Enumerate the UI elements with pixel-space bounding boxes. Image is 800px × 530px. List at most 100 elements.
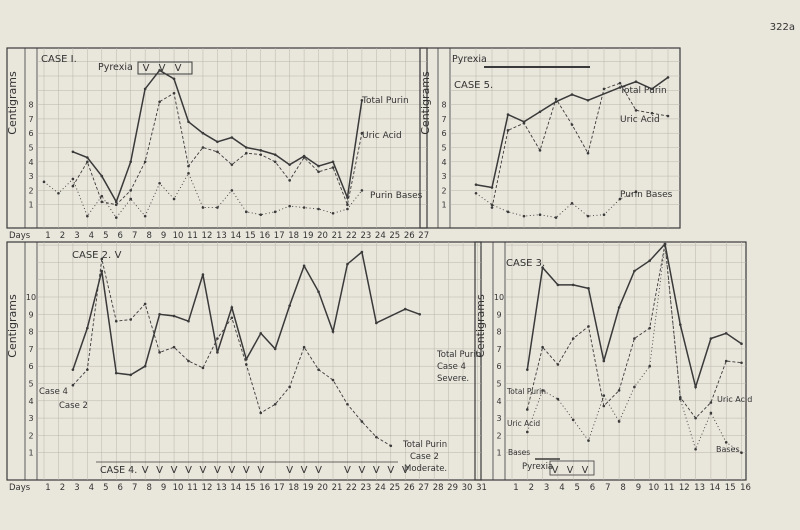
- y-axis-label: Centigrams: [474, 294, 487, 358]
- legend-text: Moderate.: [404, 464, 447, 474]
- data-point: [172, 77, 176, 81]
- x-tick-label: 16: [740, 483, 751, 493]
- data-point: [541, 266, 544, 269]
- data-point: [724, 332, 728, 335]
- y-tick-label: 5: [441, 144, 446, 153]
- data-point: [172, 345, 176, 349]
- data-point: [556, 363, 560, 366]
- data-point: [317, 368, 320, 371]
- y-tick-label: 6: [441, 129, 446, 138]
- data-point: [143, 87, 147, 91]
- data-point: [617, 389, 621, 392]
- data-point: [158, 181, 161, 185]
- data-point: [114, 371, 118, 375]
- panel-frame: [419, 47, 681, 229]
- data-point: [474, 191, 478, 195]
- x-axis-title: Days: [9, 483, 31, 493]
- data-point: [86, 214, 89, 218]
- data-point: [526, 368, 529, 371]
- y-tick-label: 6: [496, 362, 501, 371]
- series-label: Total Purin: [506, 387, 546, 396]
- data-point: [346, 402, 349, 406]
- x-tick-label: 5: [103, 231, 108, 241]
- pyrexia-mark: V: [567, 465, 574, 476]
- data-point: [158, 100, 161, 104]
- data-point: [634, 80, 638, 84]
- data-point: [633, 385, 636, 389]
- data-point: [187, 164, 190, 168]
- data-point: [570, 93, 574, 96]
- x-tick-label: 21: [332, 231, 343, 241]
- x-tick-label: 3: [74, 231, 79, 241]
- data-point: [375, 321, 378, 325]
- data-point: [618, 197, 622, 201]
- data-point: [506, 129, 510, 132]
- legend-text: Total Purin: [402, 440, 447, 450]
- data-point: [648, 326, 651, 330]
- data-point: [216, 337, 219, 340]
- x-tick-label: 20: [317, 483, 328, 493]
- data-point: [273, 402, 277, 406]
- y-tick-label: 3: [496, 414, 501, 423]
- y-tick-label: 4: [28, 158, 33, 167]
- y-tick-label: 6: [28, 362, 33, 371]
- data-point: [86, 160, 89, 164]
- y-tick-label: 8: [496, 328, 501, 337]
- x-tick-label: 22: [346, 483, 357, 493]
- pyrexia-mark: V: [159, 63, 166, 74]
- data-point: [538, 213, 542, 217]
- data-point: [346, 196, 349, 199]
- x-tick-label: 10: [173, 231, 184, 241]
- pyrexia-mark: V: [143, 63, 150, 74]
- x-tick-label: 25: [389, 483, 400, 493]
- x-tick-label: 1: [45, 483, 50, 493]
- data-point: [694, 447, 697, 451]
- data-point: [71, 383, 75, 387]
- x-tick-label: 24: [375, 231, 386, 241]
- y-tick-label: 2: [441, 186, 446, 195]
- x-tick-label: 5: [574, 483, 579, 493]
- data-point: [172, 197, 176, 201]
- x-tick-label: 10: [173, 483, 184, 493]
- data-point: [541, 345, 544, 349]
- x-tick-label: 2: [60, 231, 65, 241]
- series-label: Uric Acid: [362, 131, 402, 141]
- data-point: [245, 151, 248, 155]
- x-tick-label: 11: [187, 231, 198, 241]
- data-point: [259, 411, 263, 415]
- y-tick-label: 5: [496, 380, 501, 389]
- data-point: [230, 136, 234, 139]
- x-tick-label: 27: [418, 231, 429, 241]
- x-tick-label: 22: [346, 231, 357, 241]
- series-label: Bases: [716, 445, 740, 454]
- data-point: [143, 160, 147, 164]
- panel-case5: 1 2 3 4 5 6 7 8 Centigrams CASE 5. Pyrexia Total Pu…: [419, 47, 681, 229]
- panel-frame: [6, 241, 482, 481]
- data-point: [360, 99, 364, 102]
- y-tick-label: 9: [28, 310, 33, 319]
- data-point: [418, 313, 422, 316]
- data-point: [158, 351, 161, 354]
- data-point: [331, 160, 335, 164]
- pyrexia-label: Pyrexia: [522, 462, 553, 472]
- x-tick-label: 1: [513, 483, 518, 493]
- data-point: [570, 123, 574, 126]
- data-point: [114, 203, 118, 206]
- data-point: [288, 385, 291, 389]
- data-point: [617, 306, 621, 309]
- data-point: [129, 189, 132, 192]
- data-point: [245, 363, 248, 366]
- series-label: Purin Bases: [620, 190, 673, 200]
- data-point: [633, 337, 636, 340]
- series-line: [72, 92, 363, 207]
- x-tick-label: 13: [216, 231, 227, 241]
- data-point: [259, 213, 263, 217]
- x-tick-label: 4: [89, 231, 94, 241]
- data-point: [346, 203, 349, 206]
- series-label: Uric Acid: [620, 115, 660, 125]
- data-point: [129, 160, 132, 164]
- data-point: [709, 401, 713, 404]
- data-point: [490, 186, 494, 189]
- series-line: [491, 82, 669, 208]
